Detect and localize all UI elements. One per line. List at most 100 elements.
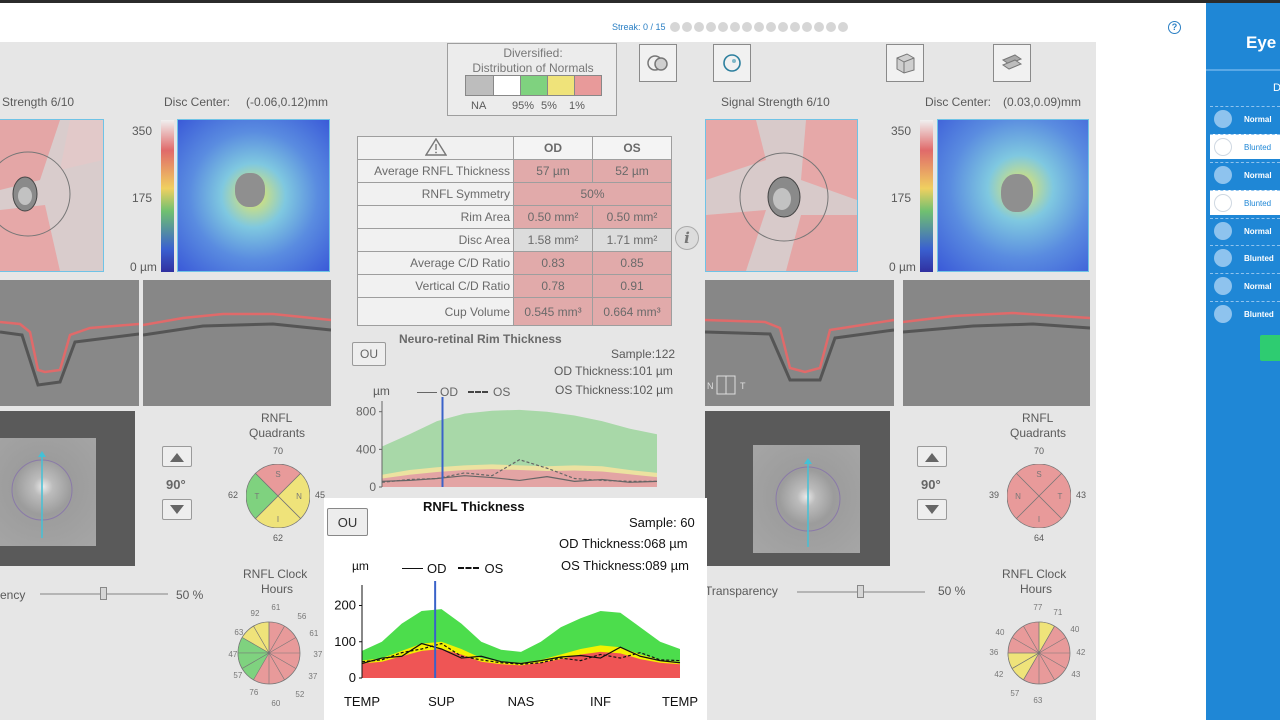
radio-circle-icon[interactable] xyxy=(1214,277,1232,295)
list-item[interactable]: Normal xyxy=(1210,273,1280,298)
svg-text:61 56 61 37: 61 56 61 37 37 52 60 76 57 47 63 92 xyxy=(228,603,323,707)
triangle-down-icon xyxy=(170,504,184,514)
os-quadrant-letter-t: T xyxy=(1058,492,1063,501)
od-clock-value: 37 xyxy=(308,672,317,681)
rim-os-thickness: OS Thickness:102 µm xyxy=(555,383,674,397)
list-item[interactable]: Blunted xyxy=(1210,245,1280,270)
list-item[interactable]: Blunted xyxy=(1210,134,1280,159)
table-row: Cup Volume 0.545 mm³ 0.664 mm³ xyxy=(357,297,672,326)
radio-circle-icon[interactable] xyxy=(1214,305,1232,323)
os-thickness-map[interactable] xyxy=(705,119,858,272)
list-item[interactable]: Blunted xyxy=(1210,190,1280,215)
legend-title: Diversified: xyxy=(503,46,563,60)
popup-ou-button[interactable]: OU xyxy=(327,508,368,536)
od-quadrant-pie[interactable]: S T N I xyxy=(246,464,310,528)
os-quadrant-letter-s: S xyxy=(1036,470,1041,479)
os-signal-strength: Signal Strength 6/10 xyxy=(721,95,830,109)
od-clock-hours-pie[interactable]: 61 56 61 37 37 52 60 76 57 47 63 92 xyxy=(215,599,323,707)
side-panel: Eye D Normal Blunted Normal Blunted Normal Bl… xyxy=(1206,3,1280,720)
os-quadrant-pie[interactable]: S N T I xyxy=(1007,464,1071,528)
od-clock-value: 60 xyxy=(271,699,280,707)
side-submit-button[interactable] xyxy=(1260,335,1280,361)
radio-circle-icon[interactable] xyxy=(1214,138,1232,156)
rnfl-thickness-chart[interactable]: 0 100 200 TEMP SUP NAS INF TEMP xyxy=(324,578,707,720)
os-deviation-map[interactable] xyxy=(937,119,1089,272)
od-disc-blob xyxy=(235,173,265,207)
list-item[interactable]: Blunted xyxy=(1210,301,1280,326)
rim-ou-button[interactable]: OU xyxy=(352,342,386,366)
table-row: Average C/D Ratio 0.83 0.85 xyxy=(357,251,672,275)
scan-3d-button[interactable] xyxy=(886,44,924,82)
os-transparency-label: Transparency xyxy=(705,584,778,598)
x-tick-label: TEMP xyxy=(344,694,380,709)
os-angle-up-button[interactable] xyxy=(917,446,947,467)
os-clock-value: 63 xyxy=(1033,696,1042,705)
y-tick-label: 0 xyxy=(369,480,376,494)
os-clock-hours-pie[interactable]: 77 71 40 42 43 63 57 42 36 40 xyxy=(985,599,1093,707)
rnfl-thickness-popup: RNFL Thickness OU Sample: 60 OD Thicknes… xyxy=(324,498,707,720)
os-clock-value: 40 xyxy=(1070,625,1079,634)
streak-dots xyxy=(669,22,850,32)
metrics-col-od: OD xyxy=(513,136,593,160)
radio-circle-icon[interactable] xyxy=(1214,166,1232,184)
radio-circle-icon[interactable] xyxy=(1214,110,1232,128)
rim-od-thickness: OD Thickness:101 µm xyxy=(554,364,673,378)
streak-dot xyxy=(669,22,680,32)
od-transparency-thumb[interactable] xyxy=(100,587,107,600)
layers-icon xyxy=(1001,54,1023,70)
radio-circle-icon[interactable] xyxy=(1214,222,1232,240)
metric-merged-value: 50% xyxy=(513,182,672,206)
info-icon[interactable]: i xyxy=(675,226,699,250)
series-line-os xyxy=(361,642,681,665)
metric-name: Disc Area xyxy=(357,228,514,252)
rim-unit: µm xyxy=(373,384,390,398)
streak-dot xyxy=(753,22,764,32)
popup-od-thickness: OD Thickness:068 µm xyxy=(559,536,688,551)
od-scale-bottom: 0 µm xyxy=(130,260,157,274)
od-deviation-map[interactable] xyxy=(177,119,330,272)
od-transparency-label: ency xyxy=(0,588,26,602)
os-clock-value: 36 xyxy=(989,648,998,657)
od-bscan-vertical[interactable] xyxy=(143,280,331,406)
metric-os-value: 1.71 mm² xyxy=(592,228,672,252)
radio-circle-icon[interactable] xyxy=(1214,194,1232,212)
os-bscan-horizontal[interactable]: N T xyxy=(705,280,894,406)
os-transparency-slider[interactable] xyxy=(797,585,925,598)
metric-name: Rim Area xyxy=(357,205,514,229)
triangle-up-icon xyxy=(170,452,184,462)
od-transparency-slider[interactable] xyxy=(40,587,168,600)
od-clock-value: 57 xyxy=(233,671,242,680)
streak-dot xyxy=(717,22,728,32)
outside-normal-band xyxy=(362,649,680,678)
list-item[interactable]: Normal xyxy=(1210,218,1280,243)
os-fundus-image[interactable] xyxy=(753,445,860,553)
question-circle-icon[interactable]: ? xyxy=(1168,21,1181,34)
os-clock-title-2: Hours xyxy=(1020,582,1053,596)
overlay-toggle-button[interactable] xyxy=(639,44,677,82)
os-color-scale xyxy=(920,120,933,272)
od-angle-down-button[interactable] xyxy=(162,499,192,520)
list-item-label: Blunted xyxy=(1244,198,1272,208)
legend-label-95: 95% xyxy=(512,100,535,112)
os-quadrant-value-bottom: 64 xyxy=(1034,533,1045,543)
os-angle-down-button[interactable] xyxy=(917,499,947,520)
od-fundus-image[interactable] xyxy=(0,438,96,546)
os-quadrant-value-right: 43 xyxy=(1076,490,1087,500)
list-item[interactable]: Normal xyxy=(1210,162,1280,187)
od-thickness-map[interactable] xyxy=(0,119,104,272)
layers-button[interactable] xyxy=(993,44,1031,82)
radio-circle-icon[interactable] xyxy=(1214,249,1232,267)
od-angle-up-button[interactable] xyxy=(162,446,192,467)
rim-thickness-chart[interactable]: 0 400 800 xyxy=(340,397,670,497)
os-transparency-thumb[interactable] xyxy=(857,585,864,598)
disc-outline-button[interactable] xyxy=(713,44,751,82)
od-bscan-horizontal[interactable] xyxy=(0,280,139,406)
list-item[interactable]: Normal xyxy=(1210,106,1280,131)
os-bscan-vertical[interactable] xyxy=(903,280,1090,406)
os-fundus-panel xyxy=(705,411,890,566)
warning-triangle-icon xyxy=(357,136,514,160)
od-quadrant-value-left: 62 xyxy=(228,490,239,500)
os-quadrant-value-left: 39 xyxy=(989,490,1000,500)
legend-label-1: 1% xyxy=(569,100,585,112)
od-quadrants-title-2: Quadrants xyxy=(249,426,306,440)
